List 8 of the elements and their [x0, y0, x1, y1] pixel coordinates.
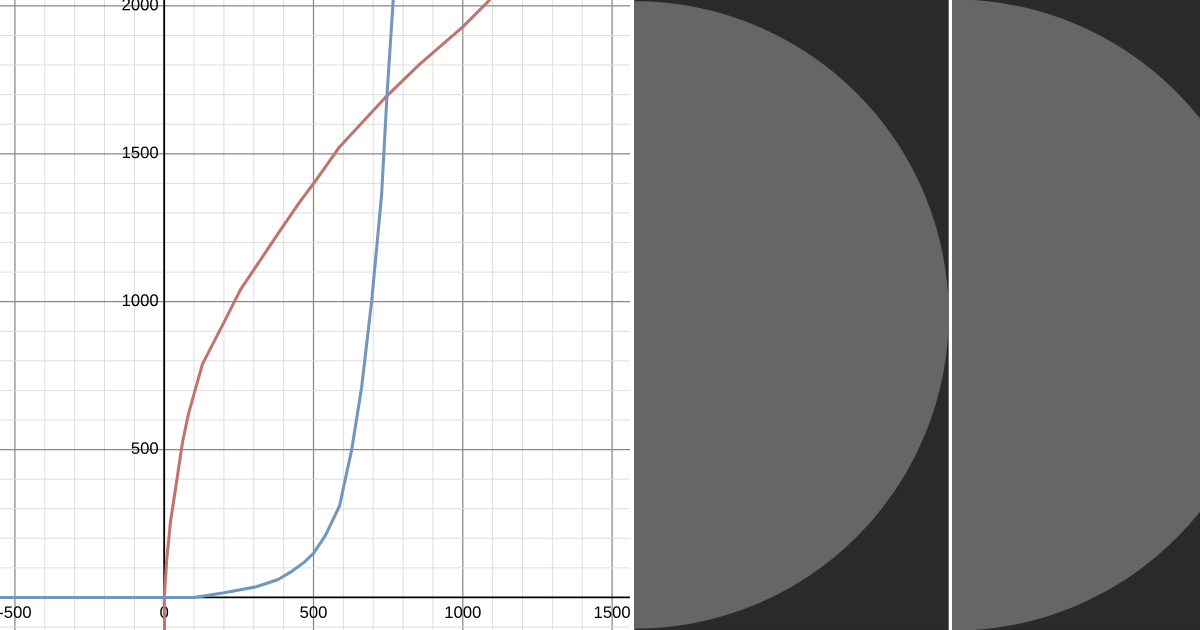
- y-tick-label: 1000: [122, 294, 159, 307]
- line-series: [0, 0, 395, 599]
- x-tick-label: 1500: [594, 606, 630, 619]
- x-tick-label: 500: [300, 606, 327, 619]
- x-tick-label: 1000: [445, 606, 481, 619]
- line-series: [162, 0, 492, 630]
- y-tick-label: 1500: [122, 146, 159, 159]
- y-tick-label: 500: [131, 442, 159, 455]
